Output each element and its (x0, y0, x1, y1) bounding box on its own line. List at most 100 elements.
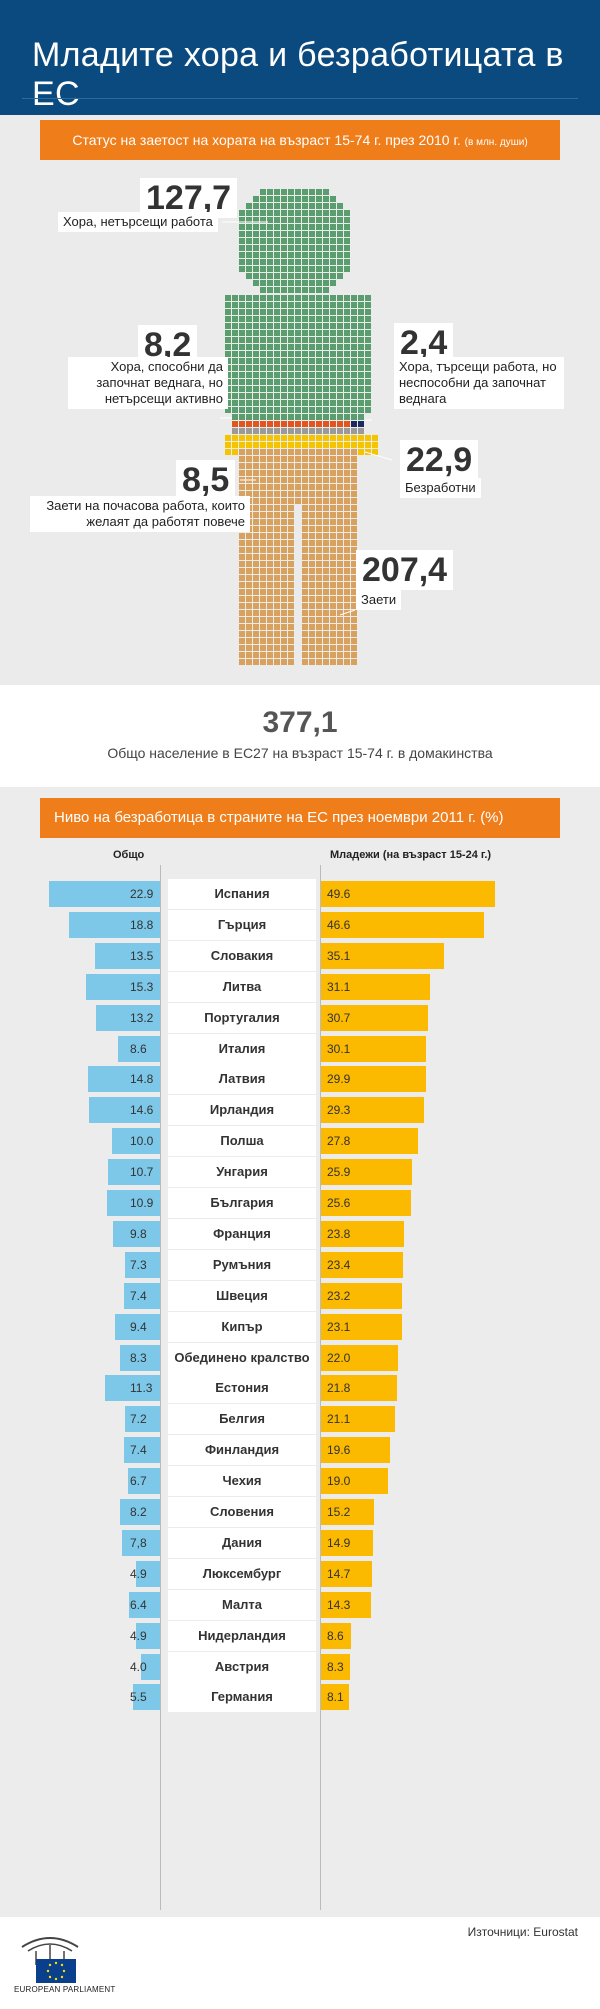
total-bar (114, 1313, 160, 1340)
total-bar (108, 1159, 160, 1186)
footer (0, 1917, 600, 2009)
youth-bar (321, 1220, 405, 1247)
youth-value-label: 23.4 (327, 1257, 351, 1272)
total-bar (89, 1097, 160, 1124)
country-label: Дания (222, 1534, 262, 1550)
row-background (168, 1497, 316, 1527)
country-label: Финландия (204, 1442, 280, 1458)
youth-value-label: 8.1 (327, 1690, 344, 1705)
youth-bar (321, 1622, 352, 1649)
label-available-not-seeking: Хора, способни да започнат веднага, но н… (68, 357, 228, 409)
youth-bar (321, 1468, 388, 1495)
youth-value-label: 31.1 (327, 979, 351, 994)
youth-value-label: 19.6 (327, 1443, 351, 1458)
row-background (168, 1435, 316, 1466)
total-bar (122, 1529, 160, 1556)
total-value-label: 10.7 (130, 1165, 154, 1180)
youth-bar (321, 1375, 398, 1402)
total-bar (49, 881, 160, 907)
youth-bar (321, 1035, 427, 1062)
total-bar (112, 1220, 160, 1247)
youth-bar (321, 1406, 395, 1433)
total-bar (136, 1560, 160, 1587)
row-background (168, 1620, 316, 1651)
total-bar (125, 1406, 160, 1433)
total-bar (136, 1622, 160, 1649)
row-background (168, 1466, 316, 1497)
row-background (168, 1651, 316, 1682)
title-underline (22, 98, 578, 99)
total-value: 377,1 (262, 706, 338, 739)
label-not-seeking: Хора, нетърсещи работа (58, 212, 218, 232)
value-seeking-not-available: 2,4 (394, 323, 454, 363)
country-label: Португалия (204, 1009, 280, 1025)
row-background (168, 1404, 316, 1435)
row-background (168, 1280, 316, 1311)
country-label: Белгия (219, 1411, 265, 1427)
row-background (168, 909, 316, 940)
country-label: Швеция (216, 1287, 268, 1303)
logo-text: EUROPEAN PARLIAMENT (14, 1985, 116, 1994)
youth-value-label: 25.9 (327, 1165, 351, 1180)
total-value-label: 7,8 (130, 1535, 147, 1550)
total-bar (105, 1375, 160, 1402)
row-background (168, 1527, 316, 1558)
youth-bar (321, 942, 444, 969)
total-value-label: 14.6 (130, 1103, 154, 1118)
total-bar (133, 1684, 160, 1711)
total-value-label: 13.2 (130, 1010, 154, 1025)
total-value-label: 4.0 (130, 1659, 147, 1674)
youth-value-label: 25.6 (327, 1196, 351, 1210)
total-value-label: 9.4 (130, 1319, 147, 1334)
total-value-label: 11.3 (130, 1381, 153, 1396)
country-label: Словакия (210, 947, 274, 963)
youth-value-label: 29.3 (327, 1103, 351, 1118)
total-value-label: 13.5 (130, 948, 154, 963)
youth-bar (321, 1190, 411, 1216)
country-label: Гърция (217, 916, 267, 932)
country-label: Нидерландия (198, 1627, 286, 1643)
country-label: Румъния (212, 1256, 272, 1272)
country-label: Франция (213, 1225, 271, 1241)
total-value-label: 7.3 (130, 1257, 147, 1272)
left-column-header: Общо (113, 849, 145, 861)
country-label: България (210, 1195, 274, 1210)
country-label: Унгария (216, 1164, 268, 1180)
right-axis-line (320, 865, 321, 1910)
row-background (168, 1342, 316, 1373)
total-value-label: 10.9 (130, 1196, 154, 1210)
chart-title: Ниво на безработица в страните на ЕС пре… (54, 809, 504, 826)
status-title-bar: Статус на заетост на хората на възраст 1… (40, 120, 560, 160)
youth-value-label: 22.0 (327, 1350, 351, 1365)
youth-value-label: 29.9 (327, 1072, 351, 1087)
person-figure (220, 189, 393, 665)
total-value-label: 6.7 (130, 1474, 147, 1489)
value-employed: 207,4 (356, 550, 454, 590)
country-label: Словения (210, 1504, 274, 1519)
total-value-label: 7.2 (130, 1412, 147, 1427)
youth-value-label: 49.6 (327, 887, 351, 901)
total-bar (140, 1653, 160, 1680)
total-value-label: 8.3 (130, 1350, 147, 1365)
status-title: Статус на заетост на хората на възраст 1… (72, 132, 461, 148)
row-background (168, 1249, 316, 1280)
youth-value-label: 8.3 (327, 1659, 344, 1674)
total-value-label: 6.4 (130, 1597, 147, 1612)
youth-bar (321, 1499, 375, 1525)
country-label: Ирландия (209, 1102, 275, 1118)
total-bar (119, 1344, 160, 1371)
european-parliament-logo (21, 1937, 79, 1983)
country-label: Малта (221, 1596, 263, 1612)
youth-bar (321, 1004, 429, 1031)
row-background (168, 1126, 316, 1157)
youth-value-label: 23.2 (327, 1288, 351, 1303)
country-label: Италия (218, 1040, 266, 1056)
value-part-time: 8,5 (176, 460, 236, 500)
total-label: Общо население в ЕС27 на възраст 15-74 г… (107, 745, 493, 761)
value-not-seeking: 127,7 (140, 178, 238, 218)
total-value-label: 4.9 (130, 1566, 147, 1581)
total-value-label: 7.4 (130, 1443, 147, 1458)
page-title: Младите хора и безработицата в ЕС (32, 36, 564, 113)
label-employed: Заети (356, 590, 402, 610)
row-background (168, 879, 316, 909)
